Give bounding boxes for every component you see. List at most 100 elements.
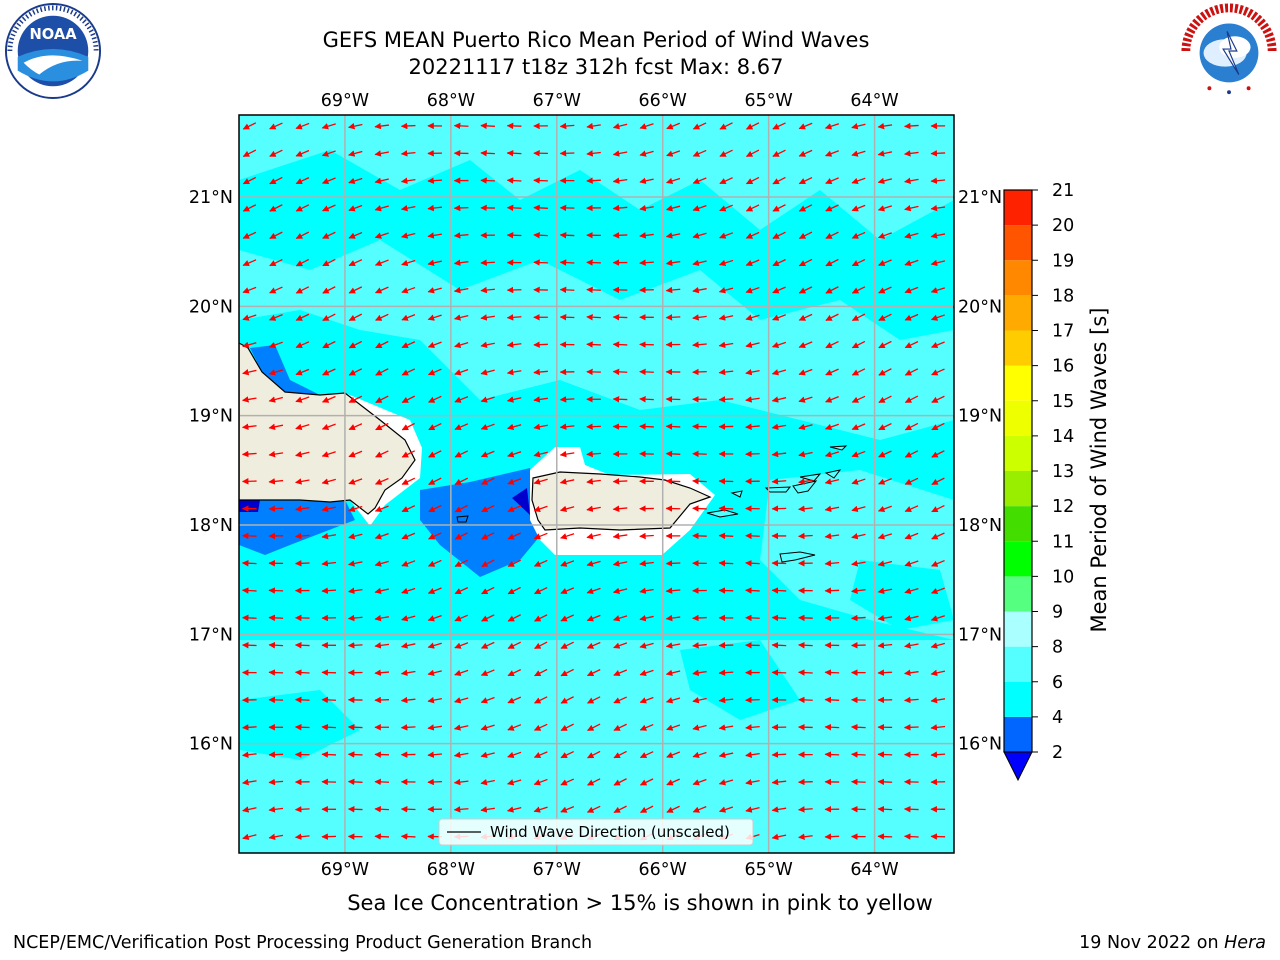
- wave-direction-arrow: [454, 450, 469, 458]
- wave-direction-arrow: [401, 560, 416, 567]
- wave-direction-arrow: [242, 806, 257, 813]
- wave-direction-arrow: [242, 778, 257, 786]
- wave-direction-arrow: [241, 724, 257, 731]
- colorbar-tick-label: 4: [1052, 708, 1063, 728]
- wave-direction-arrow: [348, 259, 363, 267]
- wave-direction-arrow: [877, 205, 893, 212]
- wave-direction-arrow: [904, 505, 919, 513]
- wave-direction-arrow: [586, 313, 601, 321]
- wave-direction-arrow: [798, 641, 813, 649]
- wave-direction-arrow: [480, 149, 495, 157]
- wave-direction-arrow: [665, 286, 681, 294]
- colorbar: 2 4 6 8 9 10 11 12 13 14 15 16 17 18 19 20 21: [1003, 181, 1074, 782]
- wave-direction-arrow: [613, 778, 627, 786]
- wave-direction-arrow: [771, 478, 787, 485]
- colorbar-label: Mean Period of Wind Waves [s]: [1087, 308, 1111, 633]
- colorbar-extend-arrow: [1003, 751, 1033, 782]
- colorbar-segment: [1004, 646, 1032, 682]
- wave-direction-arrow: [454, 369, 469, 376]
- wave-direction-arrow: [692, 669, 707, 676]
- wave-direction-arrow: [851, 259, 866, 267]
- lon-tick-label: 67°W: [533, 860, 581, 880]
- wave-direction-arrow: [242, 314, 257, 321]
- wave-direction-arrow: [639, 805, 654, 814]
- wave-direction-arrow: [428, 395, 442, 403]
- wave-direction-arrow: [825, 258, 839, 267]
- wave-direction-arrow: [666, 724, 681, 731]
- wave-direction-arrow: [771, 341, 787, 349]
- wave-direction-arrow: [268, 641, 284, 649]
- wave-direction-arrow: [719, 177, 733, 185]
- wave-direction-arrow: [480, 177, 495, 184]
- wave-direction-arrow: [904, 368, 919, 376]
- wave-direction-arrow: [904, 205, 919, 212]
- wave-direction-arrow: [454, 697, 469, 704]
- wave-direction-arrow: [533, 259, 548, 266]
- wave-direction-arrow: [745, 751, 760, 758]
- wave-direction-arrow: [454, 423, 469, 431]
- colorbar-segment: [1004, 576, 1032, 612]
- wave-direction-arrow: [295, 231, 310, 240]
- wave-direction-arrow: [480, 369, 495, 376]
- wave-direction-arrow: [665, 450, 681, 458]
- wave-direction-arrow: [269, 286, 283, 294]
- wave-direction-arrow: [745, 696, 760, 704]
- wave-direction-arrow: [481, 559, 495, 568]
- wave-direction-arrow: [268, 396, 284, 403]
- wave-direction-arrow: [427, 341, 442, 349]
- wave-direction-arrow: [506, 204, 522, 212]
- wave-direction-arrow: [930, 232, 946, 239]
- wave-direction-arrow: [825, 204, 839, 212]
- lat-tick-label: 18°N: [958, 516, 1002, 536]
- wave-direction-arrow: [877, 833, 893, 840]
- lon-tick-label: 67°W: [533, 91, 581, 111]
- wave-direction-arrow: [930, 287, 945, 294]
- lon-tick-label: 66°W: [639, 860, 687, 880]
- wave-direction-arrow: [268, 751, 284, 758]
- wave-direction-arrow: [268, 341, 283, 349]
- wave-direction-arrow: [665, 423, 681, 430]
- wave-direction-arrow: [427, 314, 442, 321]
- wave-direction-arrow: [559, 122, 575, 130]
- wave-direction-arrow: [321, 123, 336, 130]
- wave-direction-arrow: [878, 395, 892, 403]
- wave-direction-arrow: [613, 669, 628, 677]
- wave-direction-arrow: [348, 505, 363, 513]
- wave-direction-arrow: [294, 669, 310, 676]
- wave-direction-arrow: [931, 368, 945, 376]
- wave-direction-arrow: [851, 395, 866, 403]
- colorbar-segment: [1004, 225, 1032, 261]
- wave-direction-arrow: [242, 204, 257, 212]
- wind-wave-direction-arrows: [241, 122, 946, 841]
- wave-direction-arrow: [560, 696, 574, 704]
- wave-direction-arrow: [427, 287, 442, 294]
- wave-direction-arrow: [665, 477, 681, 485]
- wave-direction-arrow: [877, 669, 893, 676]
- lon-tick-label: 64°W: [850, 860, 898, 880]
- virgin-gorda-island: [824, 469, 842, 479]
- lon-tick-label: 65°W: [744, 91, 792, 111]
- st-croix-island: [779, 551, 816, 563]
- mona-island: [456, 515, 469, 523]
- wave-direction-arrow: [401, 286, 416, 294]
- wave-direction-arrow: [612, 313, 628, 321]
- wave-direction-arrow: [533, 177, 548, 184]
- lon-tick-label: 66°W: [639, 91, 687, 111]
- wave-direction-arrow: [931, 341, 945, 349]
- wave-direction-arrow: [692, 368, 707, 376]
- wave-direction-arrow: [348, 150, 363, 157]
- wave-direction-arrow: [586, 587, 601, 595]
- wave-direction-arrow: [877, 122, 893, 130]
- wave-direction-arrow: [772, 231, 786, 239]
- wave-direction-arrow: [771, 751, 787, 758]
- wave-direction-arrow: [586, 614, 601, 622]
- lon-tick-label: 68°W: [427, 860, 475, 880]
- wave-direction-arrow: [824, 560, 840, 567]
- wave-direction-arrow: [427, 368, 442, 376]
- wave-direction-arrow: [295, 423, 310, 431]
- wave-direction-arrow: [851, 587, 866, 594]
- wave-direction-arrow: [851, 177, 866, 185]
- wave-direction-arrow: [904, 395, 919, 404]
- wave-direction-arrow: [322, 286, 336, 294]
- wave-direction-arrow: [560, 614, 575, 622]
